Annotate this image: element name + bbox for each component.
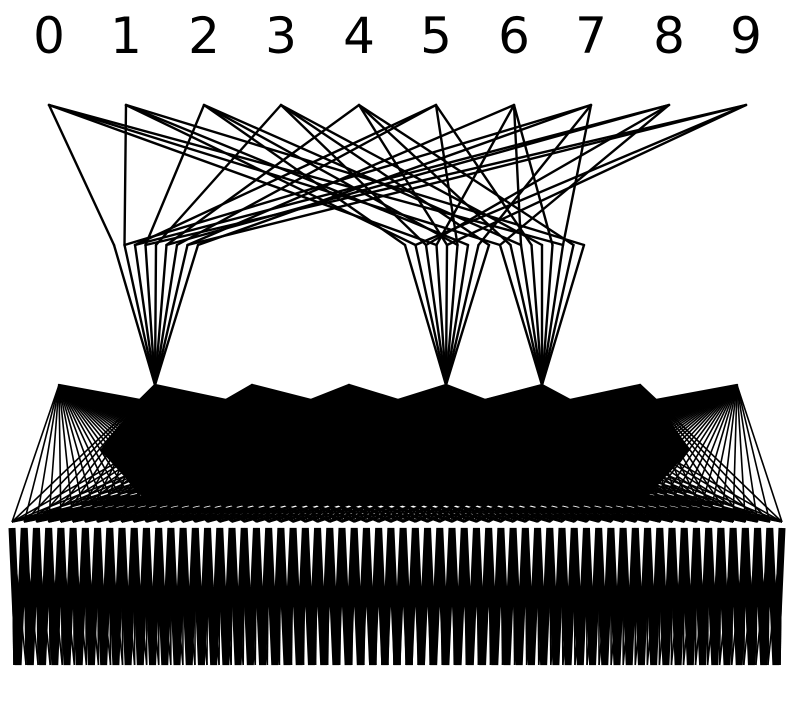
edge-hub-0: [11, 384, 60, 523]
edge-hub-7: [707, 384, 738, 523]
edge-hub-1: [23, 384, 156, 523]
edge-output-7: [123, 103, 593, 247]
edge-hub-0: [23, 384, 60, 523]
edge-hub-0: [58, 384, 62, 523]
edge-output-5: [133, 103, 438, 247]
digit-label-8: 8: [653, 7, 685, 65]
input-sawtooth-band: [8, 527, 786, 666]
edges-hidden2-to-hidden1: [11, 384, 783, 523]
edge-output-2: [202, 103, 459, 247]
edge-output-1: [123, 103, 128, 247]
edges-hidden3-to-hidden2: [57, 243, 739, 402]
edge-hidden3-19: [509, 243, 544, 387]
edges-hidden1-to-input: [8, 527, 786, 666]
digit-label-2: 2: [188, 7, 220, 65]
edge-hidden3-14: [444, 243, 459, 387]
edge-hidden3-9: [403, 243, 448, 387]
dense-connection-mass: [100, 385, 690, 505]
digit-labels: 0 1 2 3 4 5 6 7 8 9: [33, 7, 762, 65]
edge-output-3: [279, 103, 491, 247]
edge-hidden3-11: [424, 243, 448, 387]
edge-output-6: [435, 103, 516, 247]
edge-output-7: [196, 103, 593, 247]
digit-label-4: 4: [343, 7, 375, 65]
edge-hidden3-0: [112, 243, 157, 387]
edge-hub-0: [58, 384, 99, 523]
edge-hub-0: [35, 384, 60, 523]
edge-hidden3-18: [498, 243, 544, 387]
edge-hub-7: [695, 384, 738, 523]
digit-label-5: 5: [420, 7, 452, 65]
edge-hub-7: [736, 384, 783, 523]
edge-hidden3-15: [444, 243, 470, 387]
edge-hub-7: [736, 384, 771, 523]
edge-hidden3-17: [444, 243, 491, 387]
edge-hidden3-26: [540, 243, 586, 387]
edge-hub-7: [659, 384, 738, 523]
digit-label-0: 0: [33, 7, 65, 65]
edge-hidden3-25: [540, 243, 575, 387]
edge-output-9: [186, 103, 748, 247]
edge-hidden3-3: [144, 243, 157, 387]
edge-output-1: [124, 103, 417, 247]
edge-output-1: [124, 103, 470, 247]
edge-hidden3-21: [530, 243, 544, 387]
edge-output-0: [47, 103, 116, 247]
digit-label-6: 6: [498, 7, 530, 65]
edge-output-8: [133, 103, 671, 247]
edge-hub-7: [732, 384, 738, 523]
edge-hidden3-20: [519, 243, 544, 387]
edges-output-to-hidden3: [47, 103, 748, 247]
edge-hidden3-1: [123, 243, 157, 387]
digit-label-7: 7: [575, 7, 607, 65]
digit-label-3: 3: [265, 7, 297, 65]
edge-hub-7: [671, 384, 738, 523]
edge-hidden3-4: [153, 243, 158, 387]
edge-output-9: [414, 103, 748, 247]
edge-hub-0: [58, 384, 87, 523]
digit-label-9: 9: [730, 7, 762, 65]
edge-output-2: [144, 103, 206, 247]
edge-output-9: [144, 103, 748, 247]
edge-hidden3-13: [444, 243, 449, 387]
edge-hidden3-7: [153, 243, 189, 387]
edge-hidden3-5: [153, 243, 168, 387]
edge-hidden3-2: [133, 243, 157, 387]
edge-output-0: [47, 103, 502, 247]
digit-label-1: 1: [110, 7, 142, 65]
edge-hub-7: [720, 384, 738, 523]
edge-output-2: [202, 103, 523, 247]
edge-hidden3-12: [435, 243, 448, 387]
edge-hub-7: [683, 384, 738, 523]
edge-hub-7: [736, 384, 759, 523]
edge-output-5: [434, 103, 533, 247]
edge-output-9: [445, 103, 748, 247]
edge-hub-0: [58, 384, 74, 523]
edge-hidden3-23: [540, 243, 554, 387]
edge-hub-7: [646, 384, 738, 523]
edge-output-8: [424, 103, 671, 247]
edge-hidden3-24: [540, 243, 565, 387]
edge-hub-7: [736, 384, 747, 523]
edge-hidden3-10: [414, 243, 448, 387]
edge-hub-1: [11, 384, 156, 523]
edge-hidden3-8: [153, 243, 200, 387]
edge-hidden3-16: [444, 243, 480, 387]
edge-output-3: [154, 103, 283, 247]
edge-hidden3-6: [153, 243, 179, 387]
